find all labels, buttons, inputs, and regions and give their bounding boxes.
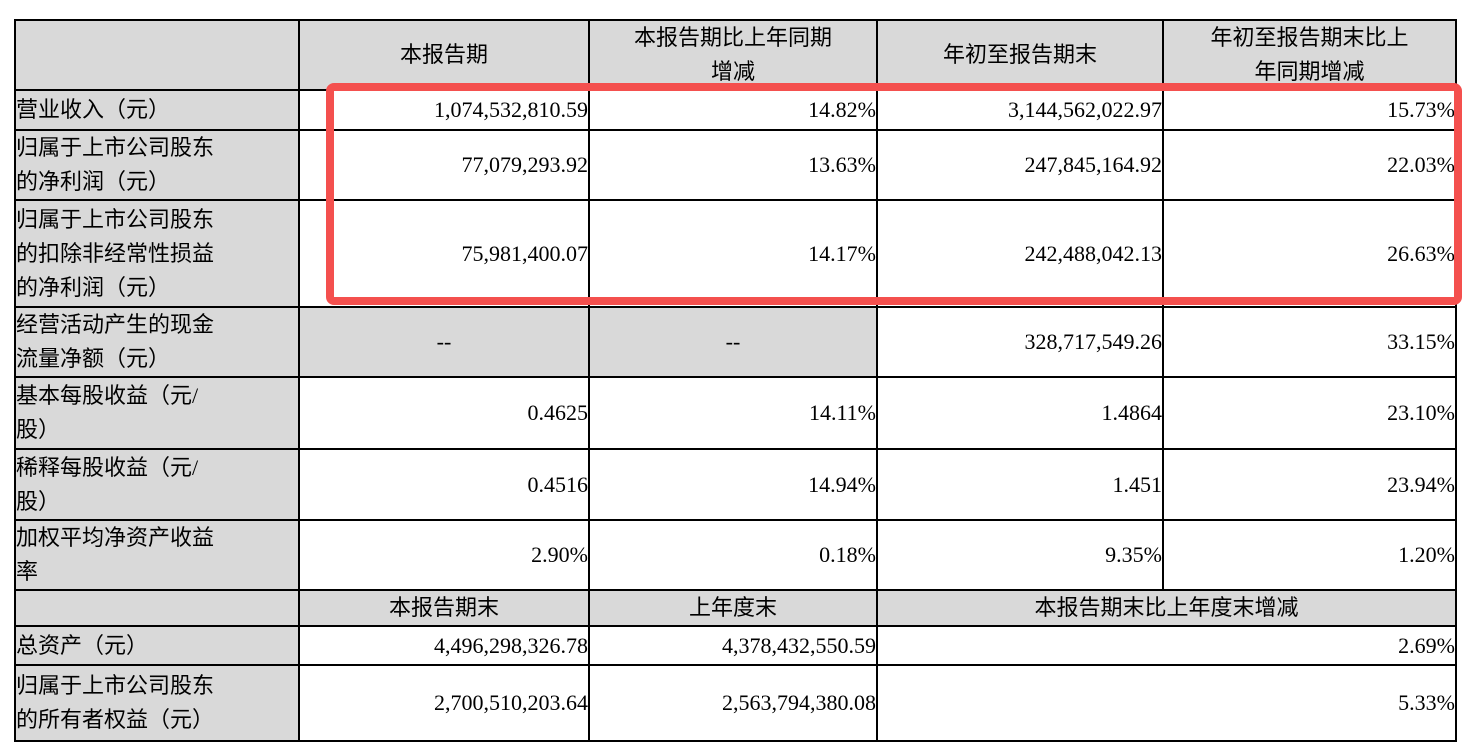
- value-cell: 2,563,794,380.08: [588, 664, 878, 742]
- table-row-weighted-avg-roe: 加权平均净资产收益 率 2.90% 0.18% 9.35% 1.20%: [14, 519, 1457, 591]
- header2-prev-year-end: 上年度末: [588, 589, 878, 627]
- value-cell: 4,378,432,550.59: [588, 625, 878, 666]
- value-cell: 0.18%: [588, 519, 878, 591]
- header-ytd: 年初至报告期末: [876, 19, 1164, 91]
- value-cell: 1,074,532,810.59: [298, 89, 590, 131]
- row-label: 总资产（元）: [14, 625, 300, 666]
- value-cell: 22.03%: [1162, 129, 1457, 201]
- value-cell: 14.94%: [588, 448, 878, 521]
- value-cell: 77,079,293.92: [298, 129, 590, 201]
- value-cell: 3,144,562,022.97: [876, 89, 1164, 131]
- value-cell: 2.69%: [876, 625, 1457, 666]
- table-row-revenue: 营业收入（元） 1,074,532,810.59 14.82% 3,144,56…: [14, 89, 1457, 131]
- value-cell: 15.73%: [1162, 89, 1457, 131]
- value-cell: 26.63%: [1162, 199, 1457, 308]
- financial-summary-table: 本报告期 本报告期比上年同期 增减 年初至报告期末 年初至报告期末比上 年同期增…: [14, 19, 1457, 742]
- row-label: 稀释每股收益（元/ 股）: [14, 448, 300, 521]
- value-cell: 23.94%: [1162, 448, 1457, 521]
- row-label: 归属于上市公司股东 的扣除非经常性损益 的净利润（元）: [14, 199, 300, 308]
- value-cell: 9.35%: [876, 519, 1164, 591]
- table-row-shareholders-equity: 归属于上市公司股东 的所有者权益（元） 2,700,510,203.64 2,5…: [14, 664, 1457, 742]
- row-label: 基本每股收益（元/ 股）: [14, 376, 300, 450]
- table-row-diluted-eps: 稀释每股收益（元/ 股） 0.4516 14.94% 1.451 23.94%: [14, 448, 1457, 521]
- value-cell: 14.17%: [588, 199, 878, 308]
- row-label: 营业收入（元）: [14, 89, 300, 131]
- value-cell: 13.63%: [588, 129, 878, 201]
- value-cell: 328,717,549.26: [876, 306, 1164, 378]
- table-row-basic-eps: 基本每股收益（元/ 股） 0.4625 14.11% 1.4864 23.10%: [14, 376, 1457, 450]
- row-label: 归属于上市公司股东 的所有者权益（元）: [14, 664, 300, 742]
- row-label: 加权平均净资产收益 率: [14, 519, 300, 591]
- value-cell: 14.11%: [588, 376, 878, 450]
- value-cell: 4,496,298,326.78: [298, 625, 590, 666]
- value-cell-na: --: [298, 306, 590, 378]
- table-header-row: 本报告期 本报告期比上年同期 增减 年初至报告期末 年初至报告期末比上 年同期增…: [14, 19, 1457, 91]
- header2-blank-cell: [14, 589, 300, 627]
- value-cell: 0.4516: [298, 448, 590, 521]
- value-cell: 5.33%: [876, 664, 1457, 742]
- value-cell: 33.15%: [1162, 306, 1457, 378]
- header2-period-end: 本报告期末: [298, 589, 590, 627]
- value-cell: 23.10%: [1162, 376, 1457, 450]
- value-cell: 14.82%: [588, 89, 878, 131]
- header-current-period-yoy: 本报告期比上年同期 增减: [588, 19, 878, 91]
- value-cell: 1.4864: [876, 376, 1164, 450]
- row-label: 经营活动产生的现金 流量净额（元）: [14, 306, 300, 378]
- value-cell: 247,845,164.92: [876, 129, 1164, 201]
- value-cell: 2,700,510,203.64: [298, 664, 590, 742]
- header-current-period: 本报告期: [298, 19, 590, 91]
- value-cell-na: --: [588, 306, 878, 378]
- value-cell: 2.90%: [298, 519, 590, 591]
- row-label: 归属于上市公司股东 的净利润（元）: [14, 129, 300, 201]
- table-row-net-profit: 归属于上市公司股东 的净利润（元） 77,079,293.92 13.63% 2…: [14, 129, 1457, 201]
- header-ytd-yoy: 年初至报告期末比上 年同期增减: [1162, 19, 1457, 91]
- value-cell: 1.451: [876, 448, 1164, 521]
- table-row-operating-cash-flow: 经营活动产生的现金 流量净额（元） -- -- 328,717,549.26 3…: [14, 306, 1457, 378]
- table-row-total-assets: 总资产（元） 4,496,298,326.78 4,378,432,550.59…: [14, 625, 1457, 666]
- value-cell: 75,981,400.07: [298, 199, 590, 308]
- header-blank-cell: [14, 19, 300, 91]
- value-cell: 242,488,042.13: [876, 199, 1164, 308]
- header2-change: 本报告期末比上年度末增减: [876, 589, 1457, 627]
- table-header-row-2: 本报告期末 上年度末 本报告期末比上年度末增减: [14, 589, 1457, 627]
- value-cell: 1.20%: [1162, 519, 1457, 591]
- value-cell: 0.4625: [298, 376, 590, 450]
- table-row-net-profit-excl-nonrecurring: 归属于上市公司股东 的扣除非经常性损益 的净利润（元） 75,981,400.0…: [14, 199, 1457, 308]
